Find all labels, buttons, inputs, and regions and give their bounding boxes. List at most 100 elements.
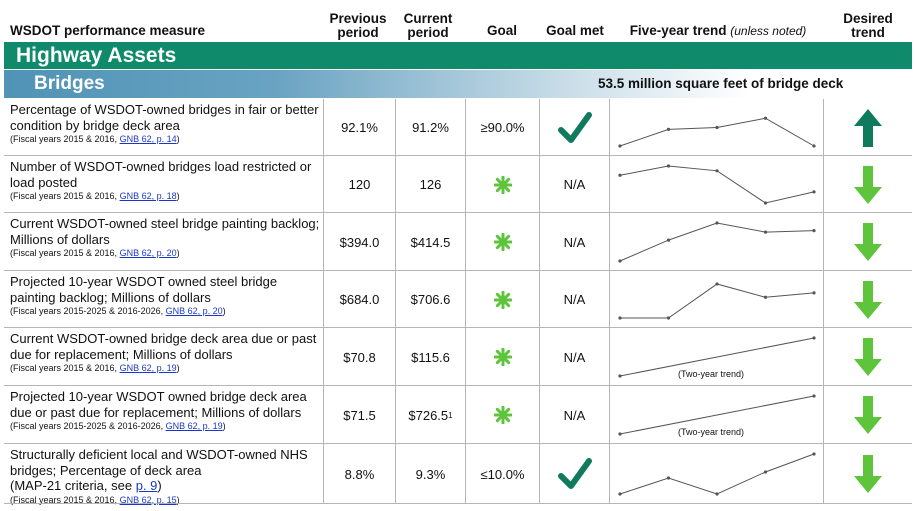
desired-trend-cell xyxy=(824,99,912,156)
measure-text: Percentage of WSDOT-owned bridges in fai… xyxy=(10,102,323,133)
trend-point xyxy=(618,259,622,263)
asterisk-icon xyxy=(493,406,512,424)
row-divider xyxy=(4,443,912,444)
previous-value: $71.5 xyxy=(324,386,396,444)
trend-note: (Two-year trend) xyxy=(678,369,745,379)
arrow-up-icon xyxy=(854,108,882,147)
goal-met-text: N/A xyxy=(563,177,586,192)
measure-cell: Structurally deficient local and WSDOT-o… xyxy=(4,444,324,506)
goal-cell xyxy=(466,213,540,271)
source-link[interactable]: GNB 62, p. 20 xyxy=(119,248,177,258)
goal-met-cell: N/A xyxy=(540,386,610,444)
previous-value: $684.0 xyxy=(324,271,396,328)
current-value: 91.2% xyxy=(396,99,466,156)
row-divider xyxy=(4,155,912,156)
source-end: ) xyxy=(176,134,180,144)
measure-text: Current WSDOT-owned steel bridge paintin… xyxy=(10,216,323,247)
measure-cell: Projected 10-year WSDOT owned steel brid… xyxy=(4,271,324,328)
source-link[interactable]: GNB 62, p. 19 xyxy=(165,421,223,431)
measure-label: Current WSDOT-owned bridge deck area due… xyxy=(10,331,317,362)
source-note: (Fiscal years 2015 & 2016, GNB 62, p. 20… xyxy=(10,248,323,259)
desired-trend-cell xyxy=(824,156,912,213)
source-link[interactable]: GNB 62, p. 14 xyxy=(119,134,177,144)
trend-cell: (Two-year trend) xyxy=(610,328,824,386)
source-link[interactable]: GNB 62, p. 15 xyxy=(119,494,177,505)
subsection-note: 53.5 million square feet of bridge deck xyxy=(598,76,844,91)
trend-cell xyxy=(610,156,824,213)
desired-trend-cell xyxy=(824,213,912,271)
goal-cell: ≥90.0% xyxy=(466,99,540,156)
trend-sparkline xyxy=(618,282,816,320)
table-row: Current WSDOT-owned bridge deck area due… xyxy=(4,328,912,386)
trend-point xyxy=(618,173,622,177)
arrow-down-icon xyxy=(854,223,882,261)
subsection-title: Bridges xyxy=(34,73,105,94)
current-text: $115.6 xyxy=(411,349,450,365)
source-note: (Fiscal years 2015-2025 & 2016-2026, GNB… xyxy=(10,421,323,432)
measure-text: Structurally deficient local and WSDOT-o… xyxy=(10,447,323,494)
check-icon xyxy=(557,458,592,489)
arrow-down-icon xyxy=(854,455,882,493)
current-value: $726.5 1 xyxy=(396,386,466,444)
source-link[interactable]: GNB 62, p. 19 xyxy=(119,363,177,373)
trend-sparkline xyxy=(618,221,816,263)
goal-met-text: N/A xyxy=(563,407,586,423)
goal-met-text: N/A xyxy=(563,234,586,250)
trend-point xyxy=(666,127,671,131)
measure-extra-end: ) xyxy=(157,478,162,493)
source-note: (Fiscal years 2015 & 2016, GNB 62, p. 14… xyxy=(10,134,323,145)
measure-label: Projected 10-year WSDOT owned steel brid… xyxy=(10,274,278,305)
measure-cell: Current WSDOT-owned steel bridge paintin… xyxy=(4,213,324,271)
asterisk-icon xyxy=(493,175,512,194)
header-trend: Five-year trend (unless noted) xyxy=(629,23,807,39)
arrow-down-icon xyxy=(854,338,882,376)
trend-point xyxy=(715,492,719,496)
table-row: Current WSDOT-owned steel bridge paintin… xyxy=(4,213,912,271)
trend-point xyxy=(618,144,622,148)
trend-point xyxy=(812,144,816,148)
measure-label: Structurally deficient local and WSDOT-o… xyxy=(10,447,308,478)
source-end: ) xyxy=(176,494,180,505)
desired-trend-cell xyxy=(824,386,912,444)
measure-cell: Percentage of WSDOT-owned bridges in fai… xyxy=(4,99,324,156)
trend-note: (Two-year trend) xyxy=(678,427,745,437)
trend-point xyxy=(618,374,622,378)
source-text: (Fiscal years 2015 & 2016, xyxy=(10,363,120,373)
current-value: $414.5 xyxy=(396,213,466,271)
check-icon xyxy=(557,111,592,143)
goal-met-text: N/A xyxy=(563,292,586,307)
goal-cell: ≤10.0% xyxy=(466,444,540,504)
measure-text: Current WSDOT-owned bridge deck area due… xyxy=(10,331,323,362)
desired-trend-cell xyxy=(824,444,912,504)
trend-cell xyxy=(610,444,824,504)
trend-point xyxy=(715,221,719,225)
measure-cell: Current WSDOT-owned bridge deck area due… xyxy=(4,328,324,386)
source-link[interactable]: GNB 62, p. 18 xyxy=(119,191,177,201)
source-end: ) xyxy=(222,306,226,316)
previous-value: 92.1% xyxy=(324,99,396,156)
trend-point xyxy=(763,116,768,120)
source-link[interactable]: GNB 62, p. 20 xyxy=(165,306,223,316)
desired-trend-cell xyxy=(824,271,912,328)
current-value: 9.3% xyxy=(396,444,466,504)
trend-cell xyxy=(610,271,824,328)
row-divider xyxy=(4,270,912,271)
measure-link[interactable]: p. 9 xyxy=(135,478,158,493)
trend-point xyxy=(666,238,671,242)
arrow-down-icon xyxy=(854,396,882,434)
source-note: (Fiscal years 2015 & 2016, GNB 62, p. 15… xyxy=(10,495,323,506)
current-text: 126 xyxy=(419,177,442,192)
goal-text: ≤10.0% xyxy=(480,466,525,482)
row-divider xyxy=(4,212,912,213)
header-current: Current period xyxy=(403,11,453,40)
footnote-marker: 1 xyxy=(448,410,453,420)
measure-label: Percentage of WSDOT-owned bridges in fai… xyxy=(10,102,319,133)
previous-value: $70.8 xyxy=(324,328,396,386)
source-note: (Fiscal years 2015-2025 & 2016-2026, GNB… xyxy=(10,306,323,317)
current-text: $414.5 xyxy=(410,234,451,250)
source-text: (Fiscal years 2015 & 2016, xyxy=(10,134,120,144)
trend-point xyxy=(618,432,622,436)
trend-point xyxy=(618,492,622,496)
trend-sparkline xyxy=(618,164,816,205)
